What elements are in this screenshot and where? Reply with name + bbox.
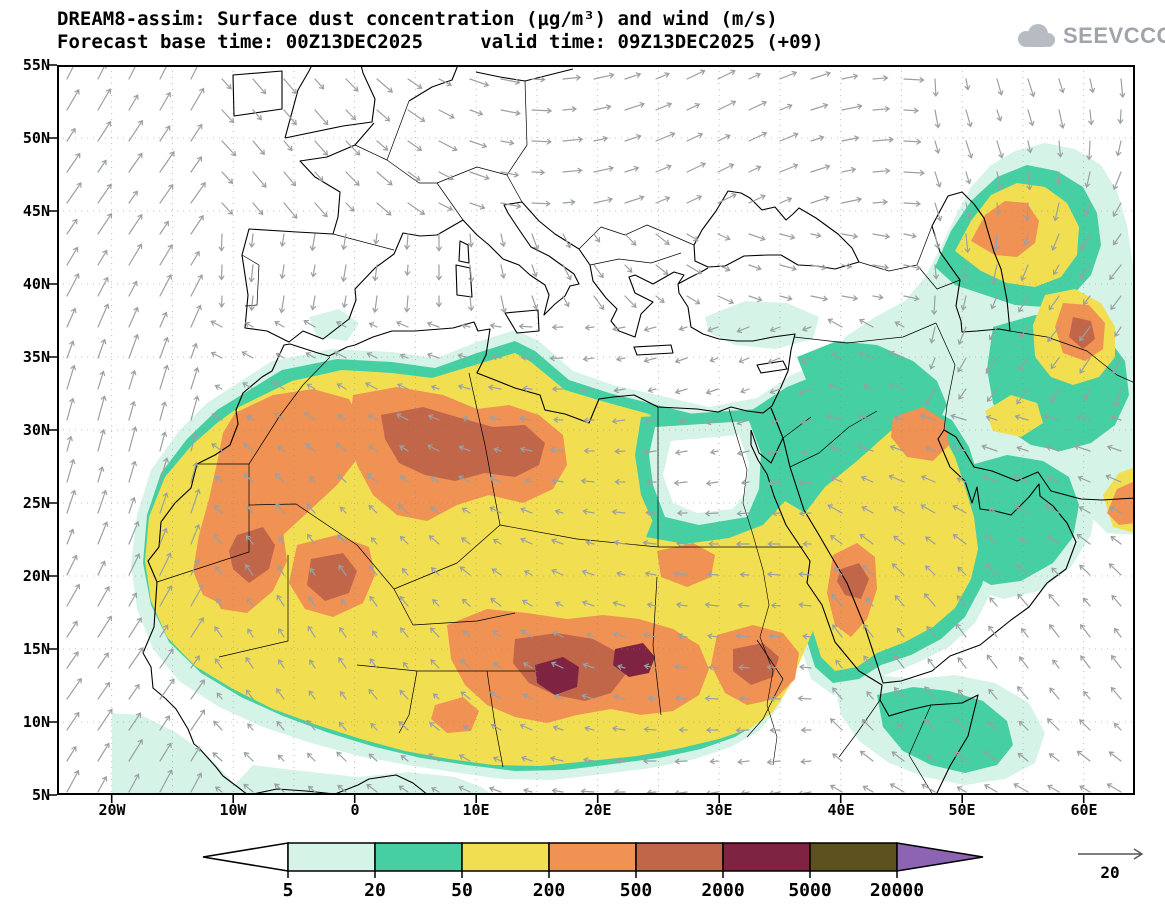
contour-band [971,201,1039,257]
legend-tick-label: 20 [364,880,386,901]
legend-band [461,842,550,872]
map-area [49,64,1135,803]
x-axis-label: 50E [948,801,976,819]
x-axis-label: 10W [219,801,247,819]
contour-band [1107,481,1135,525]
contour-band [657,543,715,587]
coastlines [142,65,1135,795]
dust-map [49,64,1135,803]
y-axis-label: 35N [22,348,50,366]
contour-band [837,563,869,599]
seevccc-logo: SEEVCCC [1012,20,1165,52]
y-axis-label: 5N [31,786,50,804]
x-axis-label: 60E [1070,801,1098,819]
x-axis-label: 20E [584,801,612,819]
legend-tick-label: 2000 [701,880,744,901]
legend-band [287,842,376,872]
legend-band-below-min [202,842,289,872]
color-scale-legend: 5 20 50 200 500 2000 5000 20000 [193,836,993,906]
y-axis-label: 50N [22,129,50,147]
chart-title: DREAM8-assim: Surface dust concentration… [57,8,778,30]
contour-band [535,657,579,695]
wind-reference-arrow-icon [1078,848,1144,860]
contour-band [985,395,1043,437]
contour-band [229,527,275,583]
contour-band [1069,317,1095,349]
map-frame [57,65,1135,795]
contour-band [733,643,779,685]
legend-tick-label: 200 [533,880,566,901]
y-axis-label: 30N [22,421,50,439]
legend-band [722,842,811,872]
legend-tick-label: 50 [451,880,473,901]
logo-text: SEEVCCC [1063,23,1165,48]
contour-band [705,301,819,349]
contour-band [891,407,949,461]
contour-band [381,407,545,481]
contour-band [797,341,947,431]
chart-subtitle: Forecast base time: 00Z13DEC2025 valid t… [57,31,824,53]
y-axis-label: 40N [22,275,50,293]
y-axis-label: 25N [22,494,50,512]
legend-band [635,842,724,872]
legend-band-above-max [896,842,984,872]
legend-tick-marks [287,871,898,878]
nile-river [728,408,778,766]
y-axis-label: 10N [22,713,50,731]
wind-reference: 20 [1070,842,1160,894]
legend-tick-label: 500 [620,880,653,901]
contour-band [663,435,749,513]
y-axis-label: 15N [22,640,50,658]
contour-band [309,309,359,341]
contour-band [431,697,479,733]
x-axis-label: 20W [98,801,126,819]
x-axis-label: 30E [705,801,733,819]
legend-tick-label: 20000 [870,880,924,901]
contour-band [877,687,1013,773]
y-axis-label: 55N [22,56,50,74]
graticule-gridlines [57,65,1135,795]
x-axis-label: 0 [350,801,360,819]
wind-arrows [66,65,1126,795]
contour-band [307,553,357,601]
contour-band [225,765,493,795]
legend-band [809,842,898,872]
country-borders [156,80,1135,795]
cloud-icon [1018,24,1055,47]
x-axis-label: 40E [827,801,855,819]
legend-tick-label: 5 [283,880,294,901]
contour-band [112,713,241,795]
y-axis-label: 20N [22,567,50,585]
legend-band [548,842,637,872]
wind-reference-value: 20 [1100,863,1119,882]
legend-tick-label: 5000 [788,880,831,901]
y-axis-label: 45N [22,202,50,220]
contour-band [613,643,655,677]
x-axis-label: 10E [462,801,490,819]
legend-band [374,842,463,872]
axis-tick-marks [49,64,1085,803]
